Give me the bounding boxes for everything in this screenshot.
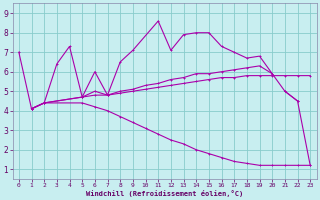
- X-axis label: Windchill (Refroidissement éolien,°C): Windchill (Refroidissement éolien,°C): [86, 190, 243, 197]
